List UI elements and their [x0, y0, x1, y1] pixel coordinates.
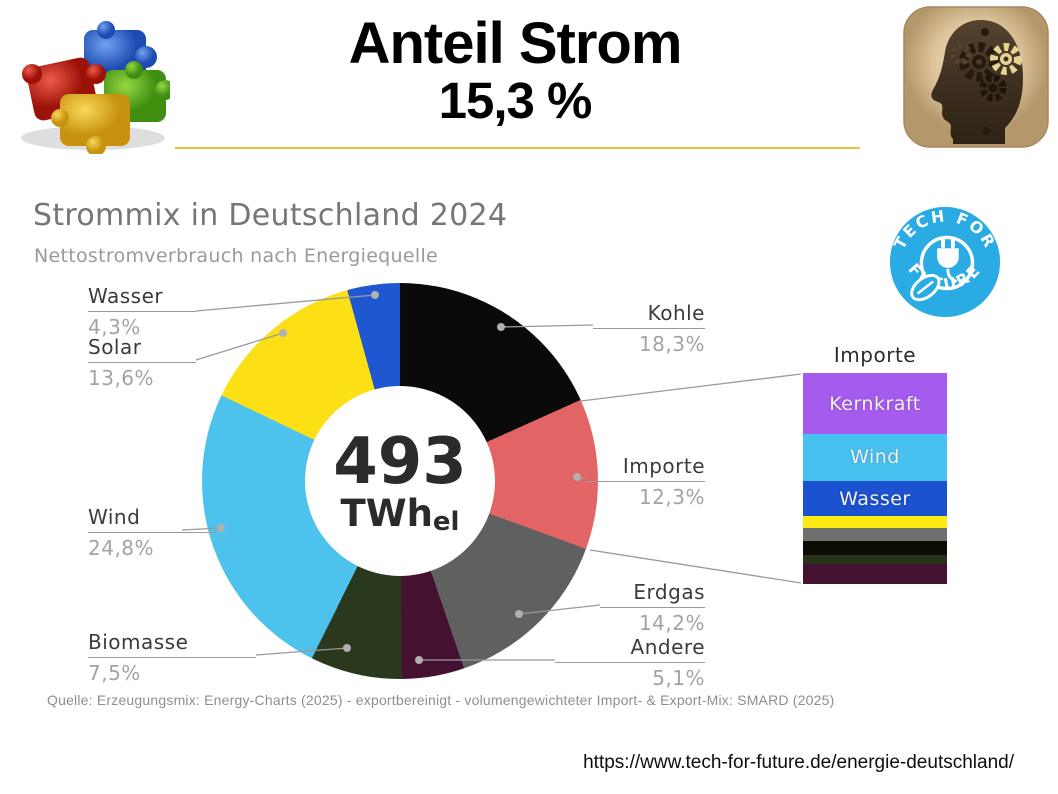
label-importe: Importe 12,3%	[585, 454, 705, 509]
puzzle-piece-yellow	[51, 94, 130, 154]
donut-center: 493 TWhel	[305, 386, 495, 576]
website-url: https://www.tech-for-future.de/energie-d…	[583, 752, 1014, 773]
chart-subtitle: Nettostromverbrauch nach Energiequelle	[34, 245, 439, 267]
chart-title: Strommix in Deutschland 2024	[33, 198, 508, 233]
import-bar-segment-label: Wasser	[839, 487, 911, 510]
label-biomasse: Biomasse 7,5%	[88, 630, 256, 685]
title-underline	[175, 147, 860, 149]
gear-icon	[959, 42, 999, 82]
donut-chart: 493 TWhel	[202, 283, 598, 679]
slide-title: Anteil Strom 15,3 %	[170, 11, 860, 130]
segment-value: 7,5%	[88, 661, 141, 685]
plug-leaf-icon	[910, 237, 959, 302]
import-stacked-bar: Kernkraft Wind Wasser	[803, 373, 947, 584]
gear-icon-small	[979, 74, 1007, 102]
donut-total-value: 493	[333, 424, 467, 499]
import-bar-segment-label: Kernkraft	[829, 392, 921, 415]
donut-total-unit: TWhel	[340, 491, 460, 537]
import-bar-segment-kernkraft: Kernkraft	[803, 373, 947, 435]
logo-ring	[919, 235, 975, 291]
segment-name: Solar	[88, 335, 196, 363]
tech-for-future-logo: TECH FOR FUTURE	[890, 206, 1001, 318]
label-erdgas: Erdgas 14,2%	[600, 580, 705, 635]
segment-name: Importe	[585, 454, 705, 482]
source-note: Quelle: Erzeugungsmix: Energy-Charts (20…	[47, 692, 835, 708]
segment-value: 4,3%	[88, 315, 141, 339]
label-kohle: Kohle 18,3%	[593, 301, 705, 356]
head-gears-icon	[903, 6, 1049, 148]
segment-value: 5,1%	[652, 666, 705, 690]
segment-value: 24,8%	[88, 536, 155, 560]
slide-title-text: Anteil Strom	[348, 11, 683, 76]
segment-name: Andere	[555, 635, 705, 663]
segment-name: Wasser	[88, 284, 196, 312]
label-solar: Solar 13,6%	[88, 335, 196, 390]
segment-name: Wind	[88, 505, 216, 533]
bolt-icon	[982, 127, 990, 135]
bolt-icon	[981, 28, 989, 36]
gear-icon-tiny	[950, 43, 972, 65]
import-bar-segment-andere	[803, 563, 947, 584]
segment-value: 12,3%	[638, 485, 705, 509]
import-bar-title: Importe	[833, 343, 917, 367]
import-bar-segment-biomasse	[803, 555, 947, 564]
slide-title-percentage: 15,3 %	[438, 72, 593, 130]
label-andere: Andere 5,1%	[555, 635, 705, 690]
import-bar-segment-label: Wind	[850, 446, 900, 469]
segment-name: Erdgas	[600, 580, 705, 608]
import-bar-segment-kohle	[803, 540, 947, 556]
label-wasser: Wasser 4,3%	[88, 284, 196, 339]
import-bar-segment-solar	[803, 516, 947, 529]
puzzle-pieces-icon	[21, 21, 170, 154]
segment-value: 14,2%	[638, 611, 705, 635]
import-bar-segment-wasser: Wasser	[803, 480, 947, 517]
segment-value: 13,6%	[88, 366, 155, 390]
import-bar-segment-erdgas	[803, 528, 947, 541]
label-wind: Wind 24,8%	[88, 505, 216, 560]
segment-name: Kohle	[593, 301, 705, 329]
segment-name: Biomasse	[88, 630, 256, 658]
import-bar-segment-wind: Wind	[803, 434, 947, 481]
gear-icon-light	[990, 43, 1022, 75]
segment-value: 18,3%	[638, 332, 705, 356]
